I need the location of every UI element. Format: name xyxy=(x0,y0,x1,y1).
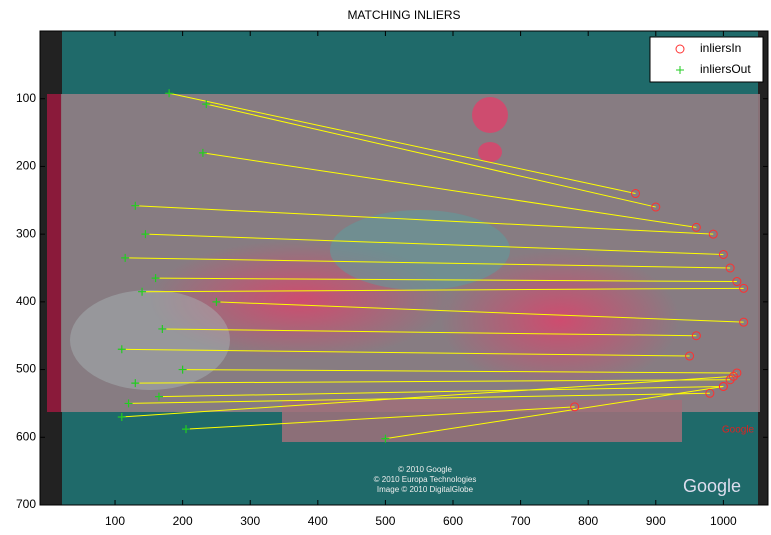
x-tick-label: 600 xyxy=(443,514,463,528)
x-tick-label: 800 xyxy=(578,514,598,528)
x-tick-label: 500 xyxy=(375,514,395,528)
y-tick-label: 600 xyxy=(16,429,36,443)
y-tick-label: 200 xyxy=(16,159,36,173)
x-tick-label: 400 xyxy=(308,514,328,528)
y-tick-label: 400 xyxy=(16,294,36,308)
y-tick-label: 100 xyxy=(16,91,36,105)
x-tick-label: 900 xyxy=(646,514,666,528)
watermark: Image © 2010 DigitalGlobe xyxy=(377,485,474,494)
x-tick-label: 200 xyxy=(173,514,193,528)
texture xyxy=(478,142,502,162)
overlay-edge xyxy=(47,94,61,412)
texture xyxy=(70,290,230,390)
y-tick-label: 700 xyxy=(16,497,36,511)
watermark: © 2010 Google xyxy=(398,465,452,474)
texture xyxy=(472,97,508,133)
x-tick-label: 700 xyxy=(511,514,531,528)
overlay-image-lower xyxy=(282,400,682,442)
watermark: Google xyxy=(683,476,741,496)
x-tick-label: 100 xyxy=(105,514,125,528)
texture xyxy=(330,210,510,290)
legend-label: inliersOut xyxy=(700,62,751,76)
y-tick-label: 300 xyxy=(16,226,36,240)
image-layer xyxy=(40,31,768,505)
x-tick-label: 300 xyxy=(240,514,260,528)
x-tick-label: 1000 xyxy=(710,514,737,528)
legend-label: inliersIn xyxy=(700,41,741,55)
watermark: © 2010 Europa Technologies xyxy=(374,475,477,484)
chart: MATCHING INLIERS 100 200 300 400 500 600 700 80… xyxy=(0,0,771,535)
y-tick-label: 500 xyxy=(16,362,36,376)
watermark: Google xyxy=(722,425,755,436)
chart-title: MATCHING INLIERS xyxy=(347,8,460,22)
